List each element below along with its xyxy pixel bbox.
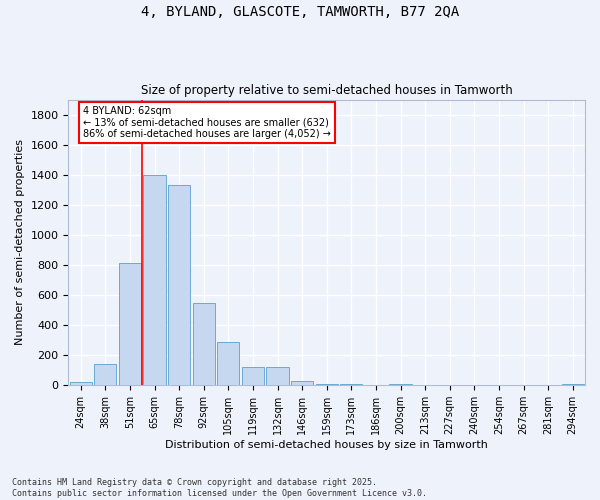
Bar bbox=[168, 186, 190, 385]
Text: Contains HM Land Registry data © Crown copyright and database right 2025.
Contai: Contains HM Land Registry data © Crown c… bbox=[12, 478, 427, 498]
Bar bbox=[389, 384, 412, 385]
Y-axis label: Number of semi-detached properties: Number of semi-detached properties bbox=[15, 140, 25, 346]
Bar bbox=[143, 174, 166, 385]
Bar bbox=[193, 302, 215, 385]
Bar bbox=[340, 384, 362, 385]
Title: Size of property relative to semi-detached houses in Tamworth: Size of property relative to semi-detach… bbox=[141, 84, 512, 97]
Bar bbox=[291, 380, 313, 385]
Bar bbox=[562, 384, 584, 385]
Bar bbox=[266, 367, 289, 385]
X-axis label: Distribution of semi-detached houses by size in Tamworth: Distribution of semi-detached houses by … bbox=[165, 440, 488, 450]
Bar bbox=[316, 384, 338, 385]
Text: 4 BYLAND: 62sqm
← 13% of semi-detached houses are smaller (632)
86% of semi-deta: 4 BYLAND: 62sqm ← 13% of semi-detached h… bbox=[83, 106, 331, 139]
Bar bbox=[217, 342, 239, 385]
Bar bbox=[70, 382, 92, 385]
Bar bbox=[119, 264, 141, 385]
Text: 4, BYLAND, GLASCOTE, TAMWORTH, B77 2QA: 4, BYLAND, GLASCOTE, TAMWORTH, B77 2QA bbox=[141, 5, 459, 19]
Bar bbox=[94, 364, 116, 385]
Bar bbox=[242, 367, 264, 385]
